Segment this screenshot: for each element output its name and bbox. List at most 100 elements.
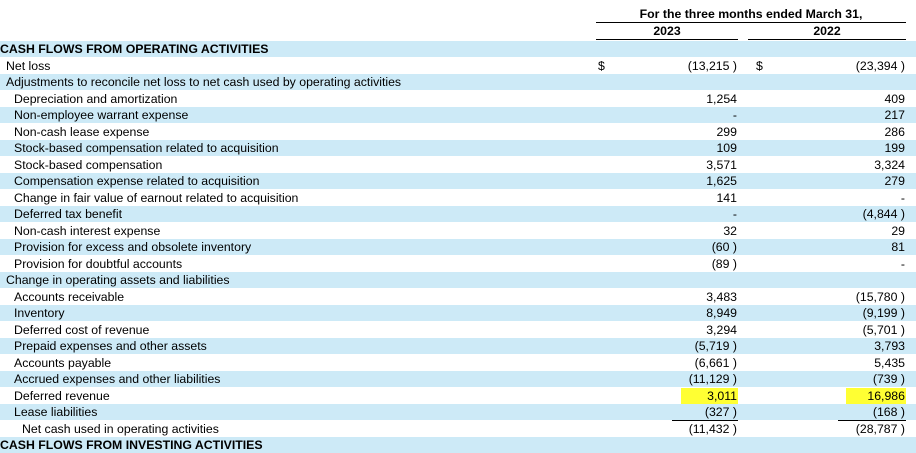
value-2023: 3,011 (707, 388, 737, 403)
table-row: Provision for excess and obsolete invent… (0, 239, 916, 255)
table-row: Stock-based compensation 3,571 3,324 (0, 157, 916, 173)
row-label: Provision for doubtful accounts (14, 256, 183, 271)
row-label: Adjustments to reconcile net loss to net… (6, 75, 402, 89)
header-rule-2023 (596, 39, 738, 40)
row-label: Non-cash interest expense (14, 223, 161, 238)
value-2023: (13,215 ) (687, 58, 737, 73)
value-2022: (28,787 ) (855, 421, 905, 436)
row-label: CASH FLOWS FROM OPERATING ACTIVITIES (0, 42, 269, 56)
table-row: Accrued expenses and other liabilities (1… (0, 371, 916, 387)
value-2023: 1,625 (706, 174, 737, 188)
value-2023: (5,719 ) (694, 339, 737, 353)
row-label: Stock-based compensation (14, 157, 163, 172)
row-label: Compensation expense related to acquisit… (14, 174, 260, 188)
row-label: Non-employee warrant expense (14, 108, 189, 122)
table-row: Depreciation and amortization 1,254 409 (0, 91, 916, 107)
row-label: Inventory (14, 306, 65, 320)
table-row: Prepaid expenses and other assets (5,719 … (0, 338, 916, 354)
table-row: Accounts payable (6,661 ) 5,435 (0, 355, 916, 371)
highlight-2023 (681, 387, 738, 405)
value-2022: 5,435 (874, 355, 905, 370)
value-2023: - (732, 108, 737, 122)
row-label: Non-cash lease expense (14, 124, 150, 139)
row-label: CASH FLOWS FROM INVESTING ACTIVITIES (0, 438, 263, 452)
table-row: Deferred tax benefit - (4,844 ) (0, 206, 916, 222)
value-2022: (168 ) (872, 405, 905, 419)
value-2022: (5,701 ) (862, 322, 905, 337)
table-row: Deferred cost of revenue 3,294 (5,701 ) (0, 322, 916, 338)
value-2023: 8,949 (706, 306, 737, 320)
column-header-2022: 2022 (813, 24, 841, 38)
row-label: Deferred revenue (14, 388, 110, 403)
value-2023: 3,571 (706, 157, 737, 172)
row-label: Provision for excess and obsolete invent… (14, 240, 252, 254)
row-label: Depreciation and amortization (14, 91, 178, 106)
value-2023: 1,254 (706, 91, 737, 106)
value-2022: 81 (891, 240, 905, 254)
value-2023: 109 (716, 141, 737, 155)
value-2022: (15,780 ) (855, 289, 905, 304)
value-2022: 199 (884, 141, 905, 155)
table-row: CASH FLOWS FROM OPERATING ACTIVITIES (0, 41, 916, 57)
value-2022: 409 (884, 91, 905, 106)
value-2023: (6,661 ) (694, 355, 737, 370)
value-2023: 141 (716, 190, 737, 205)
value-2023: (60 ) (711, 240, 737, 254)
value-2023: (11,432 ) (688, 421, 737, 436)
row-label: Accounts payable (14, 355, 112, 370)
value-2022: 217 (884, 108, 905, 122)
value-2022: (9,199 ) (862, 306, 905, 320)
table-row: Provision for doubtful accounts (89 ) - (0, 256, 916, 272)
value-2022: (4,844 ) (862, 207, 905, 221)
table-row: Non-cash interest expense 32 29 (0, 223, 916, 239)
table-row: Adjustments to reconcile net loss to net… (0, 74, 916, 90)
table-row: Deferred revenue 3,011 16,986 (0, 387, 916, 405)
header-rule-2022 (748, 39, 906, 40)
table-row: Lease liabilities (327 ) (168 ) (0, 404, 916, 421)
period-header: For the three months ended March 31, (639, 7, 863, 21)
highlight-2022 (846, 387, 906, 405)
value-2022: 3,324 (874, 157, 905, 172)
value-2022: (739 ) (872, 372, 905, 386)
value-2023: (327 ) (704, 405, 737, 419)
value-2023: 32 (723, 223, 737, 238)
value-2022: - (900, 190, 905, 205)
table-row: Stock-based compensation related to acqu… (0, 140, 916, 156)
table-row: Change in operating assets and liabiliti… (0, 272, 916, 288)
row-label: Net cash used in operating activities (22, 421, 219, 436)
row-label: Accounts receivable (14, 289, 125, 304)
value-2022: (23,394 ) (855, 58, 905, 73)
total-rule-2022 (838, 420, 906, 421)
row-label: Deferred tax benefit (14, 207, 123, 221)
table-row: Net loss $ $ (13,215 ) (23,394 ) (0, 58, 916, 74)
value-2022: 3,793 (874, 339, 905, 353)
table-row: Inventory 8,949 (9,199 ) (0, 305, 916, 321)
value-2022: 279 (884, 174, 905, 188)
value-2023: 299 (716, 124, 737, 139)
row-label: Change in operating assets and liabiliti… (6, 273, 230, 287)
total-rule-2023 (672, 420, 738, 421)
column-header-2023: 2023 (653, 24, 681, 38)
row-label: Prepaid expenses and other assets (14, 339, 207, 353)
value-2022: 286 (884, 124, 905, 139)
value-2023: 3,294 (706, 322, 737, 337)
table-row: Non-cash lease expense 299 286 (0, 124, 916, 140)
header-rule-period (596, 22, 906, 23)
value-2023: (89 ) (711, 256, 737, 271)
value-2022: 29 (891, 223, 905, 238)
value-2022: 16,986 (867, 388, 905, 403)
table-row: Accounts receivable 3,483 (15,780 ) (0, 289, 916, 305)
value-2023: (11,129 ) (688, 372, 737, 386)
row-label: Net loss (6, 58, 51, 73)
table-row: Net cash used in operating activities (11… (0, 421, 916, 438)
row-label: Change in fair value of earnout related … (14, 190, 299, 205)
value-2023: - (732, 207, 737, 221)
row-label: Lease liabilities (14, 405, 98, 419)
value-2023: 3,483 (706, 289, 737, 304)
value-2022: - (900, 256, 905, 271)
row-label: Accrued expenses and other liabilities (14, 372, 221, 386)
row-label: Stock-based compensation related to acqu… (14, 141, 279, 155)
table-row: Compensation expense related to acquisit… (0, 173, 916, 189)
table-row: Non-employee warrant expense - 217 (0, 107, 916, 123)
table-row: Change in fair value of earnout related … (0, 190, 916, 206)
